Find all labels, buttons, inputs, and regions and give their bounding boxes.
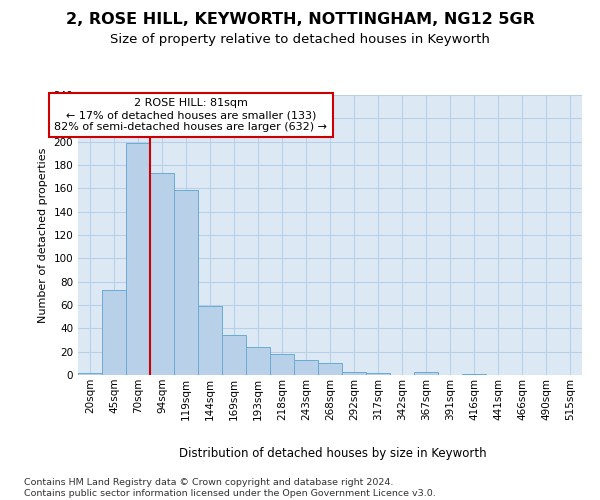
Bar <box>78 372 102 375</box>
Bar <box>294 360 318 375</box>
Text: 2 ROSE HILL: 81sqm
← 17% of detached houses are smaller (133)
82% of semi-detach: 2 ROSE HILL: 81sqm ← 17% of detached hou… <box>55 98 328 132</box>
Bar <box>246 347 270 375</box>
Bar <box>198 306 222 375</box>
Bar <box>318 364 342 375</box>
Bar <box>462 374 486 375</box>
Text: Size of property relative to detached houses in Keyworth: Size of property relative to detached ho… <box>110 32 490 46</box>
Bar <box>414 372 438 375</box>
Text: Contains HM Land Registry data © Crown copyright and database right 2024.
Contai: Contains HM Land Registry data © Crown c… <box>24 478 436 498</box>
Text: 2, ROSE HILL, KEYWORTH, NOTTINGHAM, NG12 5GR: 2, ROSE HILL, KEYWORTH, NOTTINGHAM, NG12… <box>65 12 535 28</box>
Text: Distribution of detached houses by size in Keyworth: Distribution of detached houses by size … <box>179 448 487 460</box>
Bar <box>366 372 390 375</box>
Bar <box>174 190 198 375</box>
Bar <box>342 372 366 375</box>
Bar <box>150 173 174 375</box>
Bar <box>102 290 126 375</box>
Bar <box>270 354 294 375</box>
Bar <box>222 336 246 375</box>
Bar <box>126 143 150 375</box>
Y-axis label: Number of detached properties: Number of detached properties <box>38 148 48 322</box>
